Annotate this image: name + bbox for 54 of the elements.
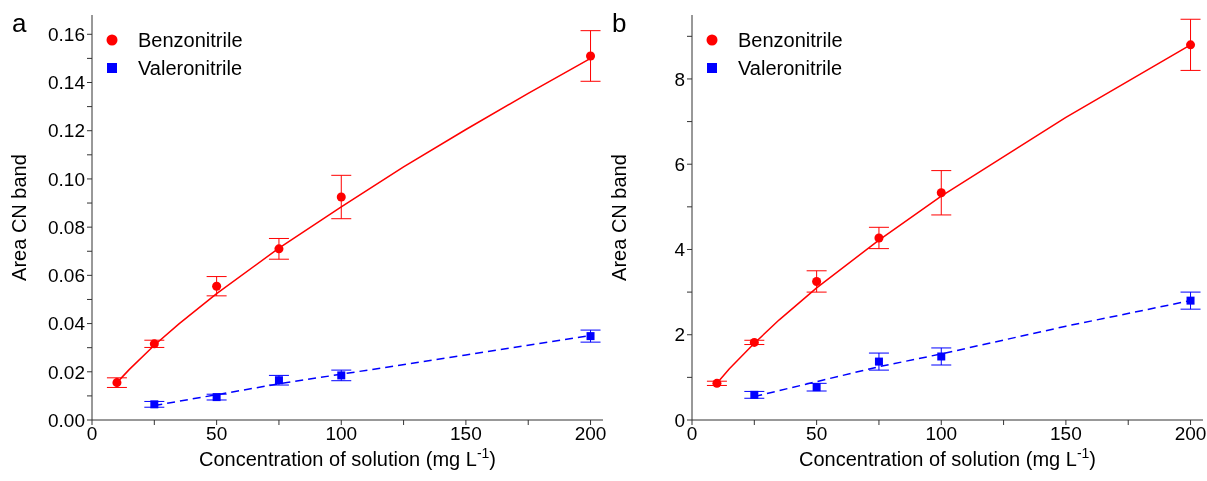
legend-label: Valeronitrile [138, 56, 243, 80]
x-axis-title: Concentration of solution (mg L$^{-1}$) [198, 445, 497, 470]
x-tick-label: 50 [806, 423, 828, 445]
point [112, 378, 122, 388]
legend-label: Benzonitrile [738, 28, 843, 52]
point [1186, 296, 1195, 305]
point [150, 400, 159, 409]
x-tick-label: 50 [206, 423, 228, 445]
point [212, 393, 221, 402]
y-tick-label: 0.06 [48, 265, 85, 287]
point [750, 390, 759, 399]
y-tick-label: 0.02 [48, 361, 85, 383]
point [936, 188, 946, 198]
y-tick-label: 0.12 [48, 120, 85, 142]
point [336, 192, 346, 202]
x-tick-label: 150 [1050, 423, 1082, 445]
y-tick-label: 2 [674, 324, 685, 346]
x-axis-title: Concentration of solution (mg L$^{-1}$) [798, 445, 1097, 470]
point [874, 357, 883, 366]
point [274, 376, 283, 385]
y-tick-label: 0.16 [48, 24, 85, 46]
point [586, 332, 595, 341]
point [149, 339, 159, 349]
point [874, 233, 884, 243]
point [812, 276, 822, 286]
point [212, 281, 222, 291]
chart-title: a [12, 8, 27, 39]
chart-title: b [612, 8, 627, 39]
legend-label: Valeronitrile [738, 56, 843, 80]
y-tick-label: 0.14 [48, 72, 86, 94]
y-axis-title: Area CN band [608, 154, 630, 281]
y-tick-label: 0 [674, 409, 685, 431]
x-tick-label: 100 [325, 423, 358, 445]
y-tick-label: 0.10 [48, 168, 85, 190]
y-tick-label: 0.00 [48, 409, 85, 431]
point [812, 383, 821, 392]
y-tick-label: 4 [674, 239, 686, 261]
x-tick-label: 200 [1174, 423, 1207, 445]
y-tick-label: 0.04 [48, 313, 86, 335]
point [712, 378, 722, 388]
x-tick-label: 100 [925, 423, 958, 445]
point [749, 337, 759, 347]
legend-label: Benzonitrile [138, 28, 243, 52]
y-tick-label: 6 [674, 153, 685, 175]
point [586, 51, 596, 61]
point [1186, 40, 1196, 50]
point [937, 352, 946, 361]
x-tick-label: 200 [574, 423, 607, 445]
y-tick-label: 0.08 [48, 216, 85, 238]
y-tick-label: 8 [674, 68, 685, 90]
y-axis-title: Area CN band [8, 154, 30, 281]
x-tick-label: 150 [450, 423, 482, 445]
point [337, 371, 346, 380]
point [274, 244, 284, 254]
